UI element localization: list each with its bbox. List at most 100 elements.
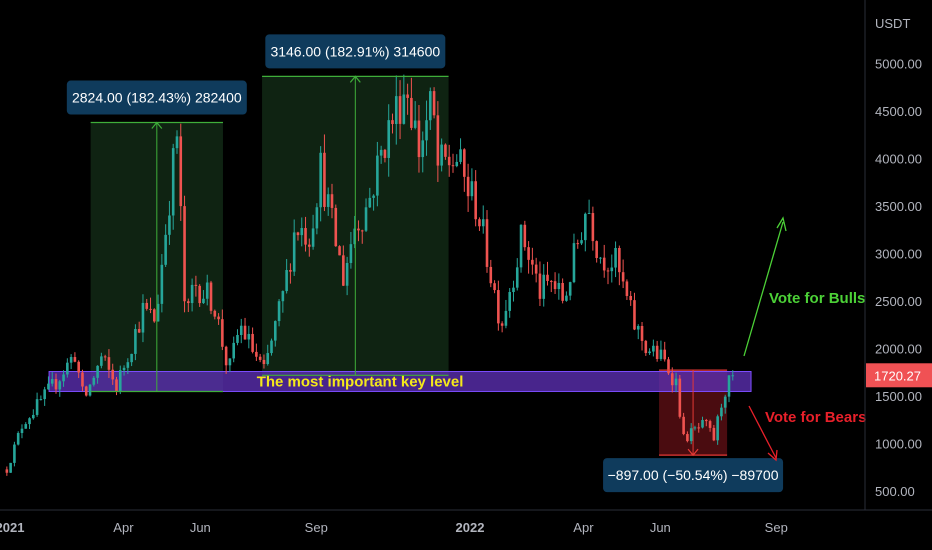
- candle-body: [304, 228, 307, 245]
- candle: [221, 309, 224, 351]
- measurement-lines: [90, 75, 728, 457]
- candle: [308, 238, 311, 257]
- candle: [497, 280, 500, 331]
- candle-body: [357, 228, 360, 231]
- candle: [224, 345, 228, 374]
- candle: [519, 224, 523, 273]
- candle-body: [126, 362, 130, 368]
- candle: [243, 317, 247, 340]
- candle-body: [319, 152, 322, 208]
- candle: [599, 256, 602, 264]
- candle-body: [561, 283, 564, 301]
- candle: [440, 138, 443, 172]
- candle: [258, 353, 262, 363]
- candle: [357, 220, 360, 242]
- candle: [417, 105, 421, 173]
- candle: [708, 419, 712, 432]
- candle: [153, 308, 156, 323]
- candle-body: [13, 444, 16, 463]
- candle-body: [621, 272, 625, 282]
- candle: [402, 74, 406, 125]
- candle-body: [459, 149, 462, 162]
- annotations: 2824.00 (182.43%) 282400 3146.00 (182.91%…: [66, 34, 866, 493]
- candle-body: [587, 213, 591, 215]
- measurement-label: 3146.00 (182.91%) 314600: [270, 43, 440, 59]
- candle: [43, 386, 46, 406]
- candle: [436, 101, 440, 182]
- candle: [572, 233, 576, 284]
- candle: [383, 148, 387, 163]
- price-tick-label: 1500.00: [875, 389, 922, 404]
- candle: [194, 275, 198, 297]
- candle: [655, 340, 659, 362]
- candle-body: [629, 295, 632, 301]
- time-tick-label: Apr: [573, 520, 594, 535]
- candle: [187, 298, 190, 313]
- candle: [111, 363, 115, 385]
- price-tick-label: 4500.00: [875, 104, 922, 119]
- time-tick-label: Apr: [113, 520, 134, 535]
- candle: [489, 259, 493, 288]
- candle: [16, 431, 20, 446]
- candle: [175, 130, 179, 154]
- candle: [345, 256, 349, 296]
- price-axis[interactable]: 500.00 1000.00 1500.00 2000.00 2500.00 3000.0…: [875, 57, 922, 500]
- candle-body: [406, 94, 409, 98]
- candle: [73, 352, 77, 363]
- candle: [731, 370, 735, 381]
- candle-body: [228, 358, 232, 366]
- candle: [13, 441, 16, 467]
- candle-body: [338, 246, 341, 256]
- candle-body: [580, 240, 583, 244]
- candle-body: [66, 362, 69, 375]
- candle: [587, 199, 591, 215]
- candle-body: [194, 284, 198, 286]
- price-tick-label: 1000.00: [875, 437, 922, 452]
- candle-body: [273, 321, 277, 341]
- candle: [689, 423, 693, 445]
- candle-body: [701, 420, 704, 428]
- candle-body: [572, 243, 576, 283]
- candle: [149, 297, 152, 314]
- candle: [205, 274, 209, 306]
- candle-body: [224, 346, 228, 366]
- candle: [425, 100, 428, 156]
- time-axis[interactable]: 2021 Apr Jun Sep 2022 Apr Jun Sep: [0, 520, 788, 535]
- candle: [527, 241, 530, 274]
- candle-body: [73, 357, 77, 362]
- candle-body: [183, 206, 186, 302]
- candle-body: [122, 367, 126, 371]
- candle-body: [54, 379, 58, 390]
- candle-body: [451, 165, 455, 167]
- candle: [602, 244, 606, 278]
- candle-body: [281, 291, 285, 302]
- vote-for-bears-label: Vote for Bears: [765, 409, 866, 426]
- candle: [164, 224, 167, 268]
- candle-body: [391, 120, 394, 125]
- candle: [292, 219, 296, 276]
- candle-body: [670, 373, 674, 386]
- candle-body: [606, 270, 610, 272]
- candle: [62, 370, 65, 387]
- candle-body: [727, 375, 731, 397]
- key-level-zone: The most important key level: [48, 371, 752, 392]
- candle: [636, 324, 640, 340]
- candle: [296, 231, 300, 241]
- candle: [334, 204, 338, 247]
- candle-body: [258, 356, 262, 360]
- candle-body: [697, 427, 701, 429]
- candle-body: [542, 274, 546, 299]
- candle-body: [198, 285, 201, 304]
- candle: [198, 284, 201, 307]
- time-tick-label: Sep: [765, 520, 788, 535]
- candle: [727, 375, 731, 403]
- candle-body: [614, 248, 617, 268]
- candle: [398, 80, 402, 140]
- candle: [625, 279, 629, 300]
- candle: [28, 417, 31, 430]
- candle-body: [708, 421, 712, 428]
- candle-body: [217, 316, 220, 320]
- candle: [372, 194, 375, 211]
- candle: [236, 329, 239, 346]
- candle: [289, 263, 292, 284]
